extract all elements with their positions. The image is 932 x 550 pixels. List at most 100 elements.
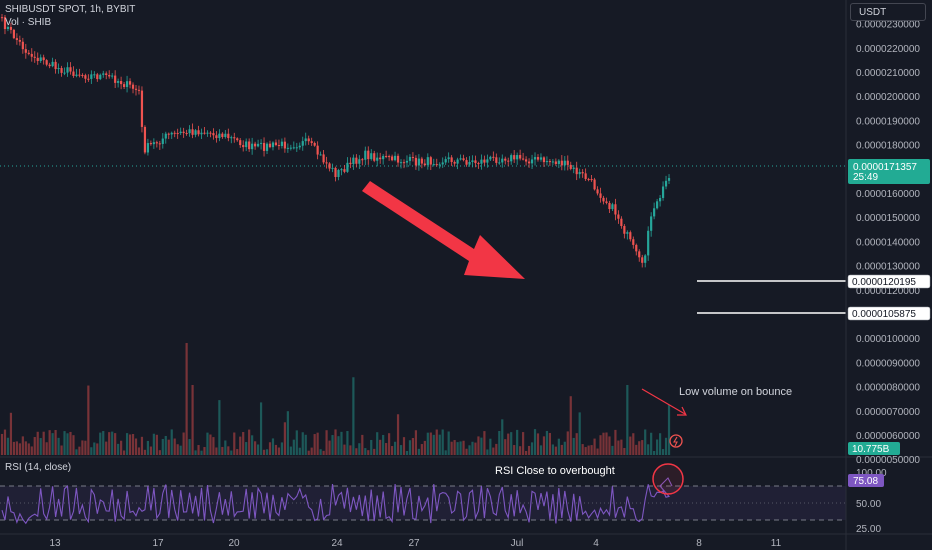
volume-bar (596, 448, 599, 455)
candle-body (361, 159, 364, 161)
volume-bar (18, 443, 21, 455)
volume-title[interactable]: Vol · SHIB (5, 17, 52, 28)
volume-bar (536, 433, 540, 455)
price-axis[interactable]: 0.0000230000 0.0000220000 0.0000210000 0.00… (856, 20, 920, 467)
volume-bar (349, 445, 352, 455)
volume-bar (539, 445, 543, 455)
price-tick-label: 0.0000220000 (856, 44, 920, 55)
volume-bar (456, 442, 459, 455)
volume-bar (203, 447, 206, 455)
volume-bar (465, 448, 468, 455)
candle-body (42, 57, 45, 61)
volume-bar (182, 432, 185, 455)
candle-body (638, 251, 641, 258)
volume-bar (438, 434, 441, 455)
candle-body (254, 143, 257, 147)
volume-bar (483, 431, 486, 455)
candle-body (572, 167, 575, 169)
volume-bar (379, 439, 382, 455)
volume-bar (399, 445, 403, 455)
volume-bar (283, 422, 286, 455)
volume-bar (233, 432, 236, 455)
volume-bar (191, 384, 194, 455)
candle-body (542, 157, 546, 163)
volume-bar (69, 431, 72, 455)
lightning-icon[interactable] (669, 434, 683, 448)
rsi-line (1, 477, 673, 525)
volume-bar (653, 450, 656, 455)
volume-bar (468, 445, 471, 455)
candle-body (325, 162, 328, 164)
volume-bar (641, 440, 644, 455)
candle-body (524, 159, 528, 162)
candle-body (399, 162, 403, 164)
volume-bar (304, 434, 307, 455)
volume-bar (131, 434, 135, 455)
volume-bar (623, 447, 626, 455)
candle-body (197, 130, 200, 135)
volume-bar (331, 435, 334, 455)
candle-body (557, 160, 560, 164)
volume-bar (599, 435, 602, 455)
currency-button[interactable]: USDT (850, 3, 926, 21)
volume-note-arrow[interactable] (641, 388, 686, 415)
candle-body (626, 232, 629, 234)
candle-body (393, 155, 397, 161)
price-tick-label: 0.0000200000 (856, 92, 920, 103)
candle-body (295, 147, 298, 149)
candle-body (379, 157, 382, 160)
volume-bar (527, 445, 531, 455)
price-tick-label: 0.0000190000 (856, 116, 920, 127)
volume-bar (149, 446, 152, 455)
candle-body (331, 167, 334, 169)
rsi-value-tag (848, 474, 884, 487)
volume-bar (557, 438, 560, 455)
volume-bar (164, 435, 167, 455)
price-tick-label: 0.0000090000 (856, 358, 920, 369)
volume-bar (373, 448, 376, 455)
volume-bar (3, 429, 7, 455)
volume-bar (111, 431, 114, 455)
volume-bar (626, 385, 629, 455)
candle-body (551, 161, 554, 163)
candle-body (432, 164, 435, 166)
volume-bar (27, 443, 30, 455)
time-axis[interactable]: 13 17 20 24 27 Jul 4 8 11 (49, 538, 781, 549)
volume-bar (545, 430, 549, 455)
price-tick-label: 0.0000150000 (856, 213, 920, 224)
symbol-title[interactable]: SHIBUSDT SPOT, 1h, BYBIT (5, 4, 136, 15)
candle-body (292, 147, 295, 149)
volume-bar (661, 449, 665, 455)
volume-bar (236, 449, 239, 455)
level-label-1: 0.0000120195 (852, 277, 916, 288)
volume-bar (137, 447, 141, 455)
candle-body (411, 156, 415, 158)
volume-bar (337, 436, 340, 455)
candle-body (194, 130, 197, 135)
volume-bar (15, 441, 18, 455)
candle-body (158, 143, 161, 145)
volume-bar (75, 449, 78, 455)
volume-bar (42, 431, 45, 455)
rsi-highlight-circle[interactable] (652, 463, 684, 495)
volume-tag (848, 442, 900, 455)
downtrend-arrow[interactable] (362, 181, 525, 279)
time-tick-label: 24 (331, 538, 343, 549)
candle-body (3, 17, 7, 30)
volume-bar (656, 439, 659, 455)
volume-bar (289, 446, 292, 455)
volume-bar (239, 436, 242, 455)
volume-bar (382, 434, 385, 455)
candle-body (414, 157, 418, 166)
candle-body (301, 141, 304, 146)
volume-bar (462, 440, 465, 455)
candle-body (566, 160, 569, 165)
volume-bar (176, 444, 179, 455)
volume-bar (355, 448, 358, 455)
volume-bar (417, 448, 420, 455)
candle-body (349, 162, 352, 165)
candle-body (334, 167, 337, 178)
volume-bar (334, 429, 337, 455)
volume-bar (256, 444, 260, 455)
